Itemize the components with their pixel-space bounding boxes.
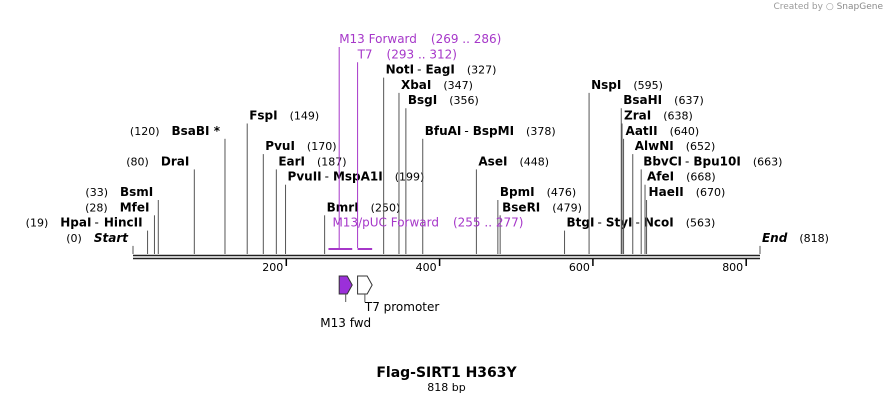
t7-promoter-arrow <box>357 275 373 295</box>
m13fwd-primer-name: M13 Forward <box>339 32 417 46</box>
site-name-alwni: AlwNI <box>635 139 674 153</box>
site-position-eari: (187) <box>317 155 347 168</box>
m13-fwd-label: M13 fwd <box>320 316 371 330</box>
site-name-separator: - <box>685 154 689 168</box>
t7-promoter-label: T7 promoter <box>364 300 440 314</box>
m13fwd-primer-bar <box>339 248 353 250</box>
site-name-bsmi: BsmI <box>120 185 153 199</box>
site-name-separator: - <box>635 216 639 230</box>
site-position-bsmi: (33) <box>85 186 108 199</box>
site-name-bpu10i: Bpu10I <box>693 154 740 168</box>
site-name-eagi: EagI <box>425 63 454 77</box>
site-name-separator: - <box>417 63 421 77</box>
site-position-start: (0) <box>66 232 82 245</box>
site-name-pvuii: PvuII <box>288 170 322 184</box>
t7-primer-bar <box>357 248 373 250</box>
site-name-start: Start <box>94 231 129 245</box>
site-name-separator: - <box>325 170 329 184</box>
site-name-pvui: PvuI <box>265 139 295 153</box>
site-name-haeii: HaeII <box>649 185 684 199</box>
site-name-drai: DraI <box>161 154 189 168</box>
site-name-nspi: NspI <box>591 78 621 92</box>
site-name-ncoi: NcoI <box>644 216 674 230</box>
site-position-bsgi: (356) <box>449 94 479 107</box>
site-name-separator: - <box>94 216 98 230</box>
site-position-aatii: (640) <box>670 125 700 138</box>
site-name-bsabi: BsaBI * <box>172 124 221 138</box>
site-name-bpmi: BpmI <box>500 185 535 199</box>
site-name-hincii: HincII <box>104 216 143 230</box>
credit-brand: SnapGene <box>836 2 883 12</box>
site-name-separator: - <box>597 216 601 230</box>
m13puc-primer-bar <box>328 248 346 250</box>
site-position-btgi: (563) <box>686 217 716 230</box>
m13puc-primer-name: M13/pUC Forward <box>332 216 439 230</box>
site-position-bfuai: (378) <box>526 125 556 138</box>
site-position-drai: (80) <box>126 155 149 168</box>
site-position-mfei: (28) <box>85 201 108 214</box>
site-position-fspi: (149) <box>290 110 320 123</box>
site-name-aatii: AatII <box>626 124 658 138</box>
axis-tick-label-800: 800 <box>722 261 743 274</box>
t7-primer-range: (293 .. 312) <box>387 47 457 61</box>
snapgene-logo-icon: ○ <box>825 2 834 12</box>
site-position-bpmi: (476) <box>547 186 577 199</box>
site-position-xbai: (347) <box>443 79 473 92</box>
site-name-bspmi: BspMI <box>473 124 514 138</box>
site-name-bsahi: BsaHI <box>623 93 662 107</box>
site-name-bseri: BseRI <box>502 200 540 214</box>
site-name-noti: NotI <box>386 63 415 77</box>
site-name-separator: - <box>464 124 468 138</box>
site-position-afei: (668) <box>686 171 716 184</box>
axis-tick-label-600: 600 <box>569 261 590 274</box>
site-name-asei: AseI <box>478 154 507 168</box>
credit: Created by ○ SnapGene <box>773 2 883 12</box>
site-name-zrai: ZraI <box>624 109 651 123</box>
site-position-end: (818) <box>799 232 829 245</box>
site-position-pvuii: (199) <box>395 171 425 184</box>
axis-tick-label-400: 400 <box>416 261 437 274</box>
site-position-bmri: (250) <box>371 201 401 214</box>
t7-primer-name: T7 <box>357 47 373 61</box>
site-position-bsabi: (120) <box>130 125 160 138</box>
site-name-hpai: HpaI <box>60 216 91 230</box>
site-position-haeii: (670) <box>696 186 726 199</box>
site-name-btgi: BtgI <box>567 216 595 230</box>
site-name-styi: StyI <box>606 216 633 230</box>
site-position-alwni: (652) <box>686 140 716 153</box>
site-name-fspi: FspI <box>249 109 277 123</box>
site-name-mfei: MfeI <box>120 200 150 214</box>
site-position-asei: (448) <box>519 155 549 168</box>
site-position-zrai: (638) <box>663 110 693 123</box>
site-position-bsahi: (637) <box>674 94 704 107</box>
m13-fwd-arrow <box>338 275 353 295</box>
site-position-nspi: (595) <box>633 79 663 92</box>
site-name-afei: AfeI <box>647 170 674 184</box>
site-name-bsgi: BsgI <box>408 93 437 107</box>
site-name-bmri: BmrI <box>327 200 359 214</box>
m13puc-primer-range: (255 .. 277) <box>453 216 523 230</box>
site-name-bfuai: BfuAI <box>425 124 462 138</box>
m13fwd-primer-range: (269 .. 286) <box>431 32 501 46</box>
site-position-bbvci: (663) <box>753 155 783 168</box>
sequence-title: Flag-SIRT1 H363Y <box>376 365 517 381</box>
site-position-bseri: (479) <box>552 201 582 214</box>
credit-text: Created by <box>773 2 823 12</box>
site-name-end: End <box>762 231 788 245</box>
site-name-eari: EarI <box>278 154 305 168</box>
site-position-pvui: (170) <box>307 140 337 153</box>
site-position-hpai: (19) <box>26 217 49 230</box>
axis-tick-label-200: 200 <box>262 261 283 274</box>
site-name-xbai: XbaI <box>401 78 431 92</box>
site-position-noti: (327) <box>467 64 497 77</box>
sequence-length: 818 bp <box>427 381 466 394</box>
site-name-bbvci: BbvCI <box>643 154 682 168</box>
